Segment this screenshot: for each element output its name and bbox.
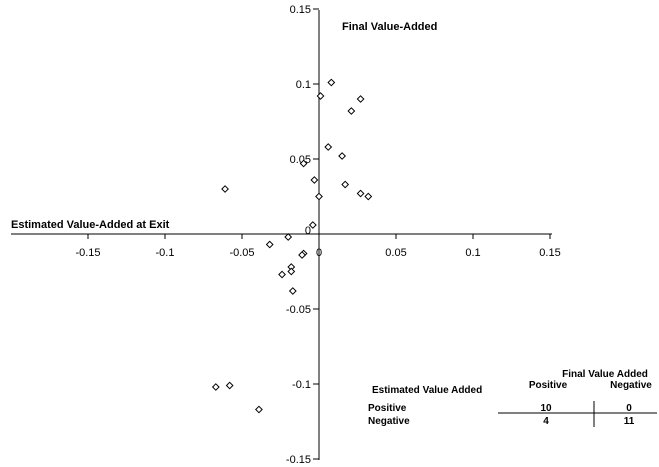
x-tick-label: 0.15 bbox=[539, 247, 560, 259]
x-tick-label: -0.15 bbox=[75, 247, 100, 259]
data-point bbox=[341, 180, 350, 189]
y-tick-label: 0.1 bbox=[296, 79, 311, 91]
data-point bbox=[211, 383, 220, 391]
table-row-label-negative: Negative bbox=[368, 416, 410, 427]
x-tick-label: 0.1 bbox=[465, 247, 480, 259]
data-point bbox=[347, 107, 356, 115]
x-axis-ticks bbox=[87, 234, 551, 239]
data-point bbox=[316, 92, 325, 100]
data-point bbox=[221, 185, 229, 193]
data-point bbox=[288, 287, 297, 295]
y-tick-label: -0.05 bbox=[286, 304, 311, 316]
data-point bbox=[255, 405, 263, 414]
y-tick-label: 0.05 bbox=[290, 154, 311, 166]
y-tick-label: 0.15 bbox=[290, 4, 311, 16]
table-row-header: Estimated Value Added bbox=[372, 385, 482, 396]
table-cell-pos-neg: 0 bbox=[626, 403, 632, 414]
table-title: Final Value Added bbox=[562, 369, 648, 380]
data-point bbox=[308, 221, 317, 229]
data-point bbox=[327, 78, 336, 87]
data-point bbox=[265, 240, 274, 249]
data-point bbox=[310, 176, 319, 184]
data-point bbox=[284, 233, 293, 241]
data-point bbox=[324, 143, 333, 151]
y-tick-label: 0 bbox=[305, 225, 311, 237]
contingency-table: Final Value Added Estimated Value Added … bbox=[368, 369, 657, 427]
data-point bbox=[364, 192, 373, 201]
y-axis-title: Final Value-Added bbox=[342, 21, 437, 33]
y-axis-ticks bbox=[313, 8, 319, 460]
y-tick-label: -0.15 bbox=[286, 454, 311, 466]
data-point bbox=[299, 159, 308, 168]
x-axis-title: Estimated Value-Added at Exit bbox=[11, 219, 170, 231]
table-cell-neg-neg: 11 bbox=[624, 416, 635, 427]
x-tick-label: -0.1 bbox=[156, 247, 175, 259]
table-cell-neg-pos: 4 bbox=[543, 416, 549, 427]
data-points bbox=[211, 78, 373, 414]
data-point bbox=[287, 267, 296, 276]
data-point bbox=[356, 95, 365, 103]
table-row-label-positive: Positive bbox=[368, 403, 407, 414]
data-point bbox=[298, 251, 306, 259]
x-axis-tick-labels: -0.15 -0.1 -0.05 0 0.05 0.1 0.15 bbox=[75, 247, 560, 259]
data-point bbox=[356, 189, 365, 198]
x-tick-label: 0 bbox=[316, 247, 322, 259]
table-col-negative: Negative bbox=[610, 380, 652, 391]
y-tick-label: -0.1 bbox=[292, 379, 311, 391]
data-point bbox=[225, 381, 234, 390]
data-point bbox=[338, 152, 347, 160]
table-col-positive: Positive bbox=[529, 380, 568, 391]
x-tick-label: -0.05 bbox=[229, 247, 254, 259]
table-cell-pos-pos: 10 bbox=[540, 403, 552, 414]
data-point bbox=[315, 192, 323, 201]
y-axis-tick-labels: 0.15 0.1 0.05 0 -0.05 -0.1 -0.15 bbox=[286, 4, 311, 466]
data-point bbox=[278, 270, 286, 279]
x-tick-label: 0.05 bbox=[385, 247, 406, 259]
